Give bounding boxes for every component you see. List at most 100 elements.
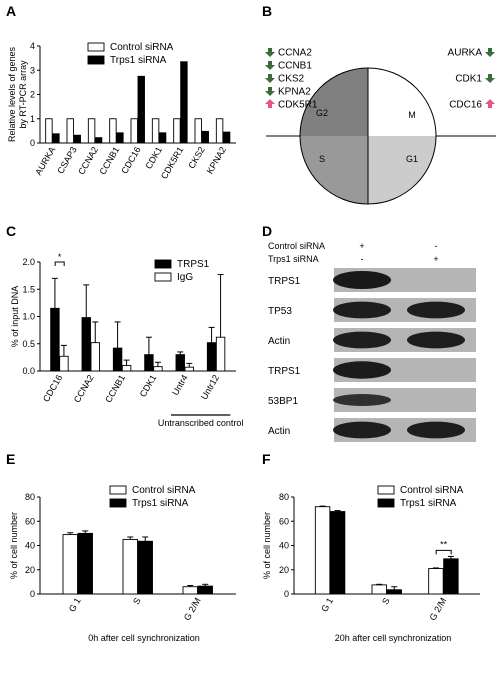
panel-label-f: F xyxy=(262,451,271,467)
y-tick-label: 0 xyxy=(284,589,289,599)
blot-band xyxy=(407,421,465,439)
significance-bracket xyxy=(435,549,452,555)
bar xyxy=(175,354,185,372)
bar xyxy=(45,118,53,144)
down-arrow-icon xyxy=(265,87,275,96)
bar xyxy=(52,133,60,144)
bar xyxy=(201,130,209,144)
category-label: G 2/M xyxy=(182,596,203,622)
bar xyxy=(77,532,93,595)
blot-strips: TRPS1 TP53 Actin TRPS1 53BP1 Actin xyxy=(268,268,476,442)
category-label: CCNB1 xyxy=(103,373,127,404)
category-label: Untr4 xyxy=(170,373,190,397)
panel-label-d: D xyxy=(262,223,272,239)
y-tick-label: 40 xyxy=(279,541,289,551)
bar xyxy=(112,347,123,372)
y-tick-label: 40 xyxy=(25,541,35,551)
bar xyxy=(386,589,402,595)
y-tick-label: 1.5 xyxy=(22,284,35,294)
y-tick-label: 3 xyxy=(30,65,35,75)
bar xyxy=(151,118,160,144)
gene-label: KPNA2 xyxy=(278,87,311,98)
bar xyxy=(90,342,100,372)
gene-label: CDC16 xyxy=(449,100,482,111)
blot-band xyxy=(407,301,465,319)
y-tick-label: 0 xyxy=(30,589,35,599)
y-tick-label: 80 xyxy=(25,492,35,502)
blot-band xyxy=(333,301,391,319)
blot-band xyxy=(333,271,391,289)
blot-label: 53BP1 xyxy=(268,396,298,407)
western-blot: Control siRNA Trps1 siRNA + - - + TRPS1T… xyxy=(268,241,476,442)
y-axis-label: % of cell number xyxy=(9,512,19,579)
significance-bracket xyxy=(54,261,65,266)
right-gene-list: AURKA CDK1 CDC16 xyxy=(448,48,495,111)
bar xyxy=(371,584,387,595)
legend-swatch xyxy=(154,272,172,282)
bar xyxy=(215,336,226,372)
phase-label-m: M xyxy=(408,110,416,120)
phase-label-g1: G1 xyxy=(406,154,418,164)
bar xyxy=(144,354,154,372)
y-tick-label: 1 xyxy=(30,114,35,124)
bar xyxy=(73,134,81,144)
category-label: CDC16 xyxy=(41,373,64,404)
panel-label-b: B xyxy=(262,3,272,19)
gene-label: CDK1 xyxy=(455,74,482,85)
up-arrow-icon xyxy=(485,99,495,108)
bar xyxy=(222,131,231,144)
phase-m-sector xyxy=(368,68,436,136)
panel-label-a: A xyxy=(6,3,16,19)
cell-cycle-circle xyxy=(299,67,437,205)
legend-label: Control siRNA xyxy=(132,485,196,496)
down-arrow-icon xyxy=(485,48,495,57)
condition-label-trps1: Trps1 siRNA xyxy=(268,254,319,264)
bar xyxy=(94,137,103,144)
panel-label-e: E xyxy=(6,451,15,467)
legend-label: TRPS1 xyxy=(177,259,210,270)
category-label: S xyxy=(131,596,143,606)
bar xyxy=(109,118,117,144)
legend-label: Trps1 siRNA xyxy=(132,498,189,509)
bar xyxy=(137,75,145,144)
y-axis-label: by RT-PCR array xyxy=(18,60,28,129)
legend-label: Trps1 siRNA xyxy=(110,55,167,66)
lane1-control-mark: + xyxy=(359,241,364,251)
down-arrow-icon xyxy=(265,74,275,83)
legend-label: Control siRNA xyxy=(400,485,464,496)
legend-swatch xyxy=(109,498,127,508)
significance-mark: ** xyxy=(440,539,448,549)
group-label: Untranscribed control xyxy=(158,418,244,428)
phase-g2-sector xyxy=(300,68,368,136)
category-label: CSAP3 xyxy=(55,145,78,176)
blot-band xyxy=(333,394,391,406)
bar xyxy=(81,317,91,372)
chart-e: 0 20 40 60 80 % of cell number G 1 S G 2/M Contro… xyxy=(9,485,236,643)
y-axis-label: % of cell number xyxy=(262,512,272,579)
gene-label: CCNA2 xyxy=(278,48,312,59)
y-tick-label: 1.0 xyxy=(22,312,35,322)
bar xyxy=(180,61,188,144)
bar xyxy=(66,118,74,144)
x-axis-label: 0h after cell synchronization xyxy=(88,633,200,643)
category-label: CDK1 xyxy=(143,145,164,171)
category-label: G 1 xyxy=(67,596,83,614)
blot-band xyxy=(333,331,391,349)
y-axis-label: % of input DNA xyxy=(10,286,20,348)
category-label: CCNA2 xyxy=(72,373,96,404)
chart-f: 0 20 40 60 80 % of cell number G 1 S G 2/M Contro… xyxy=(262,485,480,643)
lane2-control-mark: - xyxy=(435,241,438,251)
bar xyxy=(62,534,78,595)
gene-label: AURKA xyxy=(448,48,483,59)
down-arrow-icon xyxy=(485,74,495,83)
bar xyxy=(184,366,194,372)
chart-c: 0.0 0.5 1.0 1.5 2.0 % of input DNA CDC16 CCNA2 C… xyxy=(10,252,243,428)
y-axis-label: Relative levels of genes xyxy=(7,46,17,142)
y-tick-label: 0.5 xyxy=(22,339,35,349)
down-arrow-icon xyxy=(265,48,275,57)
legend-label: Control siRNA xyxy=(110,42,174,53)
lane2-trps1-mark: + xyxy=(433,254,438,264)
y-tick-label: 0.0 xyxy=(22,366,35,376)
blot-label: Actin xyxy=(268,336,290,347)
category-label: KPNA2 xyxy=(205,145,228,176)
